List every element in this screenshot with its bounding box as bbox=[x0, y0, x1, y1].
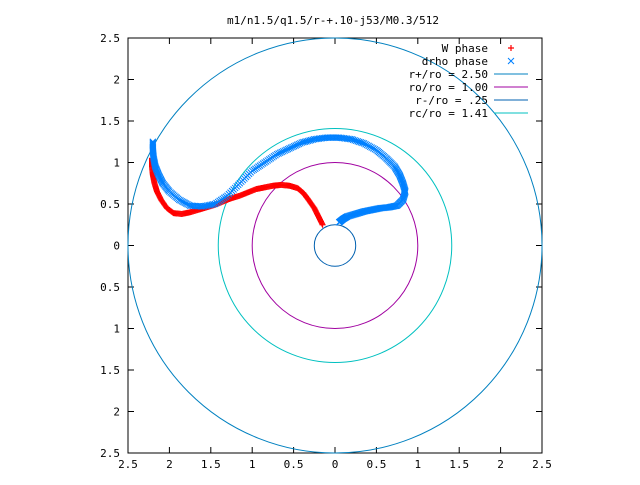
drho-phase-point bbox=[149, 139, 157, 147]
x-tick-label: 1.5 bbox=[201, 458, 221, 471]
x-tick-label: 1.5 bbox=[449, 458, 469, 471]
y-tick-label: 1.5 bbox=[100, 364, 120, 377]
y-tick-label: 0.5 bbox=[100, 281, 120, 294]
circle-1 bbox=[251, 162, 419, 329]
y-tick-label: 2.5 bbox=[100, 447, 120, 460]
drho-phase-point bbox=[275, 150, 282, 157]
drho-phase-point bbox=[368, 144, 376, 151]
legend-label: r-/ro = .25 bbox=[415, 94, 488, 107]
y-tick-label: 1 bbox=[113, 157, 120, 170]
drho-phase-point bbox=[369, 145, 377, 152]
x-tick-label: 0.5 bbox=[284, 458, 304, 471]
legend-label: r+/ro = 2.50 bbox=[409, 68, 488, 81]
x-tick-label: 2 bbox=[166, 458, 173, 471]
drho-phase-point bbox=[365, 142, 372, 150]
circle-2.5 bbox=[127, 37, 543, 454]
x-tick-label: 0 bbox=[332, 458, 339, 471]
drho-phase-point bbox=[149, 141, 157, 149]
x-tick-label: 2 bbox=[497, 458, 504, 471]
drho-phase-point bbox=[371, 145, 379, 153]
drho-phase-point bbox=[373, 146, 380, 154]
legend-marker bbox=[507, 57, 515, 65]
y-tick-label: 0 bbox=[113, 240, 120, 253]
legend-label: drho phase bbox=[422, 55, 488, 68]
drho-phase-point bbox=[363, 141, 371, 149]
y-tick-label: 2 bbox=[113, 406, 120, 419]
y-tick-label: 2.5 bbox=[100, 32, 120, 45]
legend-marker bbox=[508, 45, 514, 51]
circle-0.25 bbox=[313, 224, 357, 267]
x-tick-label: 2.5 bbox=[532, 458, 552, 471]
y-tick-label: 1.5 bbox=[100, 115, 120, 128]
x-tick-label: 1 bbox=[414, 458, 421, 471]
circle-1.41 bbox=[217, 127, 453, 364]
chart-title: m1/n1.5/q1.5/r-+.10-j53/M0.3/512 bbox=[227, 14, 439, 27]
drho-phase-point bbox=[366, 143, 374, 151]
y-tick-label: 0.5 bbox=[100, 198, 120, 211]
x-tick-label: 1 bbox=[249, 458, 256, 471]
drho-phase-point bbox=[149, 140, 157, 148]
y-tick-label: 2 bbox=[113, 74, 120, 87]
x-tick-label: 0.5 bbox=[366, 458, 386, 471]
legend-label: ro/ro = 1.00 bbox=[409, 81, 488, 94]
legend-label: rc/ro = 1.41 bbox=[409, 107, 488, 120]
x-tick-label: 2.5 bbox=[118, 458, 138, 471]
drho-phase-point bbox=[149, 138, 157, 146]
legend-label: W phase bbox=[442, 42, 488, 55]
y-tick-label: 1 bbox=[113, 323, 120, 336]
